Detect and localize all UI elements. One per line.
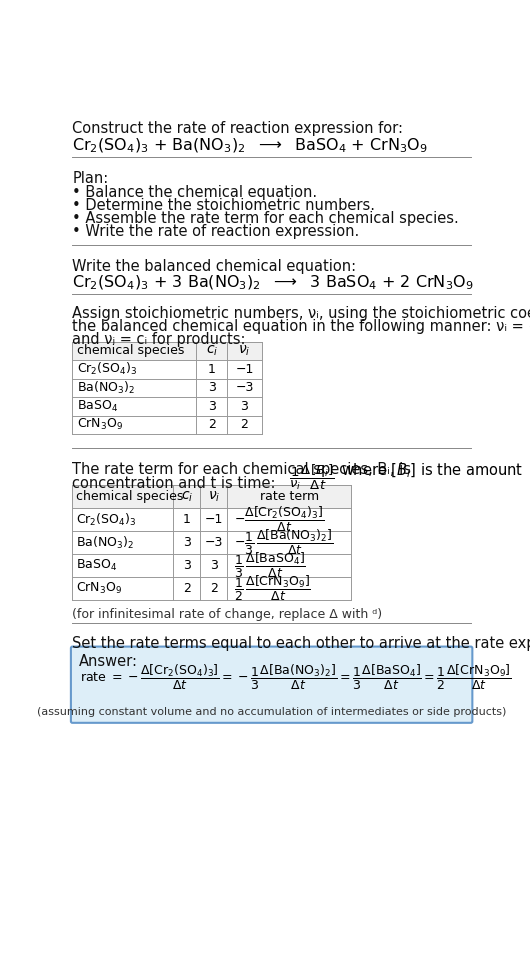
Text: Write the balanced chemical equation:: Write the balanced chemical equation: <box>73 259 357 273</box>
Text: rate term: rate term <box>260 490 319 503</box>
Text: −3: −3 <box>235 381 254 394</box>
Text: 3: 3 <box>183 536 191 549</box>
Text: $\dfrac{1}{2}\,\dfrac{\Delta[\mathregular{CrN_3O_9}]}{\Delta t}$: $\dfrac{1}{2}\,\dfrac{\Delta[\mathregula… <box>234 574 311 604</box>
Text: 3: 3 <box>241 400 249 413</box>
Text: 2: 2 <box>183 582 191 595</box>
Text: $\mathregular{Cr_2(SO_4)_3}$: $\mathregular{Cr_2(SO_4)_3}$ <box>77 362 138 377</box>
Text: $\nu_i$: $\nu_i$ <box>238 344 251 358</box>
Text: $c_i$: $c_i$ <box>181 489 193 504</box>
Text: 3: 3 <box>208 381 216 394</box>
Text: $\mathregular{BaSO_4}$: $\mathregular{BaSO_4}$ <box>77 399 118 414</box>
Text: 1: 1 <box>208 363 216 376</box>
Text: the balanced chemical equation in the following manner: νᵢ = −cᵢ for reactants: the balanced chemical equation in the fo… <box>73 319 530 334</box>
Text: 2: 2 <box>210 582 218 595</box>
Text: $\mathregular{Cr_2(SO_4)_3}$: $\mathregular{Cr_2(SO_4)_3}$ <box>76 512 137 527</box>
Text: 3: 3 <box>208 400 216 413</box>
Text: • Assemble the rate term for each chemical species.: • Assemble the rate term for each chemic… <box>73 211 459 225</box>
Text: −1: −1 <box>235 363 254 376</box>
Text: The rate term for each chemical species, Bᵢ, is: The rate term for each chemical species,… <box>73 462 411 477</box>
Text: (for infinitesimal rate of change, replace Δ with ᵈ): (for infinitesimal rate of change, repla… <box>73 608 383 621</box>
Text: $\mathregular{CrN_3O_9}$: $\mathregular{CrN_3O_9}$ <box>77 417 123 432</box>
Bar <box>73 485 351 508</box>
Text: $-\dfrac{\Delta[\mathregular{Cr_2(SO_4)_3}]}{\Delta t}$: $-\dfrac{\Delta[\mathregular{Cr_2(SO_4)_… <box>234 505 324 534</box>
Text: • Write the rate of reaction expression.: • Write the rate of reaction expression. <box>73 223 360 239</box>
Text: Answer:: Answer: <box>78 655 138 669</box>
Text: $-\dfrac{1}{3}\,\dfrac{\Delta[\mathregular{Ba(NO_3)_2}]}{\Delta t}$: $-\dfrac{1}{3}\,\dfrac{\Delta[\mathregul… <box>234 528 333 558</box>
Text: $\mathregular{BaSO_4}$: $\mathregular{BaSO_4}$ <box>76 559 118 573</box>
Text: $\nu_i$: $\nu_i$ <box>208 489 220 504</box>
Text: $c_i$: $c_i$ <box>206 344 218 358</box>
Text: $\mathregular{Ba(NO_3)_2}$: $\mathregular{Ba(NO_3)_2}$ <box>77 380 135 396</box>
FancyBboxPatch shape <box>71 647 472 723</box>
Text: • Determine the stoichiometric numbers.: • Determine the stoichiometric numbers. <box>73 198 375 213</box>
Text: chemical species: chemical species <box>77 344 184 358</box>
Text: • Balance the chemical equation.: • Balance the chemical equation. <box>73 184 317 200</box>
Text: Set the rate terms equal to each other to arrive at the rate expression:: Set the rate terms equal to each other t… <box>73 636 530 651</box>
Text: −3: −3 <box>205 536 223 549</box>
Text: $\mathregular{Cr_2(SO_4)_3}$ $+$ 3 $\mathregular{Ba(NO_3)_2}$  $\longrightarrow$: $\mathregular{Cr_2(SO_4)_3}$ $+$ 3 $\mat… <box>73 273 474 292</box>
Text: −1: −1 <box>205 514 223 526</box>
Text: Plan:: Plan: <box>73 171 109 186</box>
Text: $\mathregular{Cr_2(SO_4)_3}$ $+$ $\mathregular{Ba(NO_3)_2}$  $\longrightarrow$  : $\mathregular{Cr_2(SO_4)_3}$ $+$ $\mathr… <box>73 137 428 155</box>
Text: (assuming constant volume and no accumulation of intermediates or side products): (assuming constant volume and no accumul… <box>37 707 506 717</box>
Text: $\mathregular{CrN_3O_9}$: $\mathregular{CrN_3O_9}$ <box>76 581 122 597</box>
Text: 2: 2 <box>208 418 216 431</box>
Text: 3: 3 <box>210 560 218 572</box>
Text: Assign stoichiometric numbers, νᵢ, using the stoichiometric coefficients, cᵢ, fr: Assign stoichiometric numbers, νᵢ, using… <box>73 306 530 321</box>
Text: $\dfrac{1}{\nu_i}\dfrac{\Delta[B_i]}{\Delta t}$: $\dfrac{1}{\nu_i}\dfrac{\Delta[B_i]}{\De… <box>289 463 334 492</box>
Text: concentration and t is time:: concentration and t is time: <box>73 475 276 491</box>
Bar <box>73 342 261 360</box>
Text: where $[B_i]$ is the amount: where $[B_i]$ is the amount <box>341 462 524 480</box>
Text: $\mathregular{Ba(NO_3)_2}$: $\mathregular{Ba(NO_3)_2}$ <box>76 534 134 551</box>
Text: 1: 1 <box>183 514 191 526</box>
Text: 3: 3 <box>183 560 191 572</box>
Text: Construct the rate of reaction expression for:: Construct the rate of reaction expressio… <box>73 122 403 136</box>
Text: 2: 2 <box>241 418 249 431</box>
Text: $\dfrac{1}{3}\,\dfrac{\Delta[\mathregular{BaSO_4}]}{\Delta t}$: $\dfrac{1}{3}\,\dfrac{\Delta[\mathregula… <box>234 551 306 580</box>
Text: rate $= -\dfrac{\Delta[\mathregular{Cr_2(SO_4)_3}]}{\Delta t}= -\dfrac{1}{3}\dfr: rate $= -\dfrac{\Delta[\mathregular{Cr_2… <box>80 662 512 692</box>
Text: chemical species: chemical species <box>76 490 184 503</box>
Text: and νᵢ = cᵢ for products:: and νᵢ = cᵢ for products: <box>73 332 246 348</box>
